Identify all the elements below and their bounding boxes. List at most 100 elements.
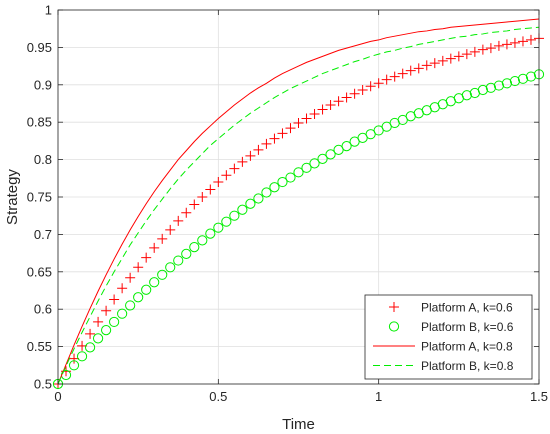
data-point xyxy=(461,49,472,60)
data-point xyxy=(429,58,440,69)
y-tick-label: 0.95 xyxy=(27,40,52,55)
data-point xyxy=(365,81,376,92)
data-point xyxy=(477,84,488,96)
data-point xyxy=(285,172,296,183)
data-point xyxy=(293,167,304,178)
data-point xyxy=(85,328,96,339)
data-point xyxy=(381,74,392,85)
data-point xyxy=(245,198,256,209)
legend-item: Platform B, k=0.8 xyxy=(373,359,514,373)
data-point xyxy=(493,80,505,91)
data-point xyxy=(341,92,352,103)
series-3 xyxy=(57,18,540,385)
data-point xyxy=(341,141,352,152)
data-point xyxy=(165,224,176,235)
data-point xyxy=(405,65,416,76)
data-point xyxy=(133,292,144,303)
data-point xyxy=(325,149,336,160)
data-point xyxy=(517,73,529,84)
data-point xyxy=(109,316,120,328)
data-point xyxy=(125,272,136,283)
data-point xyxy=(189,242,200,253)
data-point xyxy=(141,252,152,263)
y-tick-label: 0.8 xyxy=(34,152,52,167)
y-tick-label: 0.75 xyxy=(27,190,52,205)
legend-label: Platform A, k=0.6 xyxy=(421,301,513,315)
data-point xyxy=(101,305,112,316)
data-point xyxy=(269,182,280,193)
x-tick-label: 1 xyxy=(375,389,382,404)
x-tick-label: 1.5 xyxy=(530,389,548,404)
data-point xyxy=(261,138,272,149)
data-point xyxy=(213,222,224,233)
data-point xyxy=(84,342,96,353)
data-point xyxy=(373,78,384,89)
data-point xyxy=(165,262,176,273)
data-point xyxy=(173,215,184,226)
data-point xyxy=(485,82,496,93)
legend-item: Platform A, k=0.8 xyxy=(373,340,513,354)
data-point xyxy=(197,192,208,202)
data-point xyxy=(501,39,512,50)
data-point xyxy=(301,113,312,124)
y-tick-label: 0.5 xyxy=(34,377,52,392)
y-tick-label: 0.6 xyxy=(34,302,52,317)
y-tick-label: 0.7 xyxy=(34,227,52,242)
data-point xyxy=(141,284,152,295)
data-point xyxy=(237,156,248,167)
data-point xyxy=(205,184,216,195)
data-point xyxy=(437,55,448,66)
legend-swatch xyxy=(389,302,399,312)
y-tick-label: 0.55 xyxy=(27,339,52,354)
data-point xyxy=(149,242,160,253)
data-point xyxy=(389,71,400,82)
data-point xyxy=(333,96,344,107)
data-point xyxy=(277,128,288,139)
data-point xyxy=(525,34,536,45)
x-axis-label: Time xyxy=(282,416,315,433)
data-point xyxy=(253,193,264,204)
series-line xyxy=(57,18,540,385)
data-point xyxy=(293,117,304,128)
data-point xyxy=(509,37,520,48)
data-point xyxy=(189,199,200,210)
data-point xyxy=(133,262,144,273)
data-point xyxy=(245,150,256,161)
data-point xyxy=(325,99,336,110)
data-point xyxy=(349,88,360,99)
data-point xyxy=(109,294,120,305)
data-point xyxy=(317,153,328,164)
y-axis-label: Strategy xyxy=(4,169,21,225)
data-point xyxy=(413,63,424,74)
data-point xyxy=(445,53,456,64)
data-point xyxy=(285,123,296,134)
data-point xyxy=(181,248,192,259)
legend-label: Platform B, k=0.6 xyxy=(421,320,514,334)
data-point xyxy=(68,360,80,371)
x-tick-label: 0.5 xyxy=(209,389,227,404)
data-point xyxy=(469,46,480,57)
series-1 xyxy=(53,33,544,389)
data-point xyxy=(237,204,248,215)
data-point xyxy=(69,353,80,364)
data-point xyxy=(525,71,537,82)
data-point xyxy=(125,300,136,311)
data-point xyxy=(205,228,216,239)
data-point xyxy=(157,269,168,280)
data-point xyxy=(301,162,312,173)
data-point xyxy=(117,283,128,294)
data-point xyxy=(453,51,464,62)
data-point xyxy=(309,158,320,169)
data-point xyxy=(485,43,496,54)
data-point xyxy=(92,333,104,344)
legend-item: Platform A, k=0.6 xyxy=(389,301,513,315)
data-point xyxy=(269,133,280,144)
data-point xyxy=(221,216,232,227)
series-4 xyxy=(57,26,540,385)
data-point xyxy=(277,176,288,188)
series-line xyxy=(57,26,540,385)
y-tick-label: 0.65 xyxy=(27,264,52,279)
x-tick-label: 0 xyxy=(54,389,61,404)
data-point xyxy=(229,163,240,174)
